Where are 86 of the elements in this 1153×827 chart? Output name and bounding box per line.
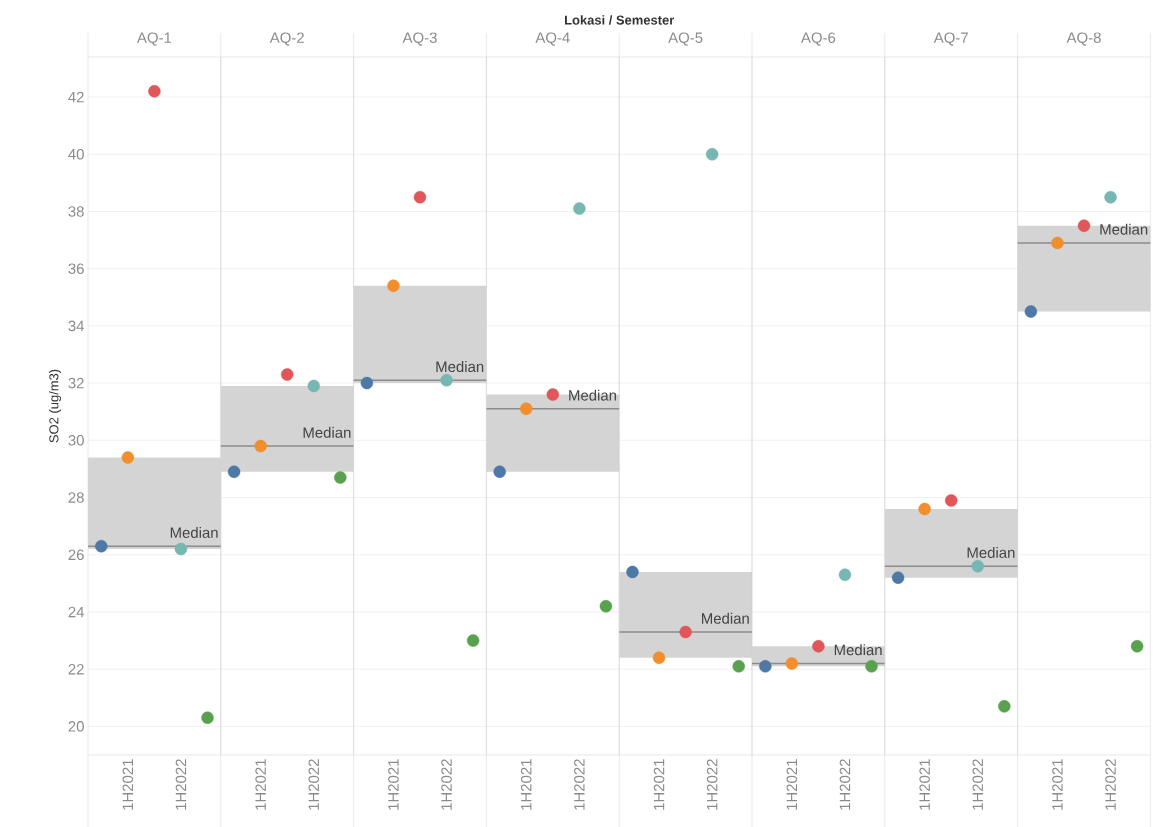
y-tick-label: 34 xyxy=(68,320,85,332)
point xyxy=(652,651,666,664)
point xyxy=(705,148,719,161)
chart-title: AQ-1 xyxy=(136,32,172,46)
x-tick-label: 1H2021 xyxy=(122,759,134,810)
y-tick-label: 20 xyxy=(68,721,84,732)
point xyxy=(891,571,905,584)
ref-line-label: Median xyxy=(967,547,1015,558)
point xyxy=(838,568,852,581)
point xyxy=(307,379,320,393)
y-tick-label: 24 xyxy=(68,606,85,618)
chart-title: AQ-4 xyxy=(535,32,570,46)
point xyxy=(334,471,347,484)
point xyxy=(413,190,427,204)
point xyxy=(174,542,188,556)
point xyxy=(1077,219,1091,232)
x-tick-label: 1H2021 xyxy=(653,759,665,810)
point xyxy=(732,660,745,673)
point xyxy=(281,368,294,381)
point xyxy=(918,502,931,516)
point xyxy=(998,700,1011,713)
chart-title: AQ-5 xyxy=(668,32,703,46)
ref-line-label: Median xyxy=(303,426,351,438)
point xyxy=(121,451,135,464)
point xyxy=(812,640,825,653)
x-tick-label: 1H2022 xyxy=(839,759,851,810)
chart-title: AQ-3 xyxy=(402,32,437,46)
point xyxy=(785,657,799,670)
x-tick-label: 1H2022 xyxy=(441,759,452,810)
ref-line-label: Median xyxy=(436,361,484,373)
point xyxy=(599,600,613,613)
y-tick-label: 36 xyxy=(68,263,84,274)
point xyxy=(254,439,267,453)
point xyxy=(626,565,639,579)
chart-title: AQ-2 xyxy=(269,32,304,46)
point xyxy=(1104,190,1117,204)
x-tick-label: 1H2022 xyxy=(972,759,984,810)
x-tick-label: 1H2021 xyxy=(786,759,798,810)
y-tick-label: 26 xyxy=(68,549,84,561)
ref-line-label: Median xyxy=(834,644,882,656)
x-tick-label: 1H2021 xyxy=(919,759,930,810)
point xyxy=(945,494,958,507)
y-tick-label: 28 xyxy=(68,492,84,503)
point xyxy=(573,202,586,215)
point xyxy=(865,660,878,673)
point xyxy=(971,560,984,573)
point xyxy=(679,625,692,639)
y-tick-label: 42 xyxy=(68,91,84,103)
y-tick-label: 40 xyxy=(68,148,84,160)
point xyxy=(520,402,533,416)
x-tick-label: 1H2022 xyxy=(1105,759,1116,810)
x-tick-label: 1H2022 xyxy=(706,759,718,810)
x-tick-label: 1H2022 xyxy=(574,759,585,810)
point xyxy=(201,711,214,725)
ref-line-label: Median xyxy=(170,527,218,538)
point xyxy=(95,539,108,553)
point xyxy=(360,376,374,390)
chart-title: AQ-7 xyxy=(933,32,968,46)
x-tick-label: 1H2021 xyxy=(255,759,266,810)
y-tick-label: 30 xyxy=(68,435,84,446)
ref-line-label: Median xyxy=(569,389,617,401)
point xyxy=(148,85,161,98)
ref-line-label: Median xyxy=(702,612,749,624)
point xyxy=(227,465,241,478)
point xyxy=(440,374,453,387)
point xyxy=(1130,640,1144,653)
point xyxy=(1051,236,1064,250)
point xyxy=(387,279,400,293)
point xyxy=(493,465,506,478)
point xyxy=(759,660,772,673)
x-tick-label: 1H2021 xyxy=(388,759,399,810)
x-tick-label: 1H2021 xyxy=(1052,759,1063,810)
chart-title: AQ-8 xyxy=(1066,32,1101,46)
x-tick-label: 1H2022 xyxy=(175,759,187,810)
y-axis-title: SO2 (ug/m3) xyxy=(48,369,62,443)
ref-line-label: Median xyxy=(1100,223,1148,235)
text: Lokasi / Semester xyxy=(564,15,675,25)
chart-title: AQ-6 xyxy=(801,32,836,46)
x-tick-label: 1H2022 xyxy=(308,759,320,810)
y-tick-label: 32 xyxy=(68,377,84,389)
x-tick-label: 1H2021 xyxy=(520,759,532,810)
point xyxy=(1024,305,1038,318)
point xyxy=(466,634,480,647)
y-tick-label: 22 xyxy=(68,663,84,675)
y-tick-label: 38 xyxy=(68,206,84,217)
point xyxy=(546,388,559,401)
